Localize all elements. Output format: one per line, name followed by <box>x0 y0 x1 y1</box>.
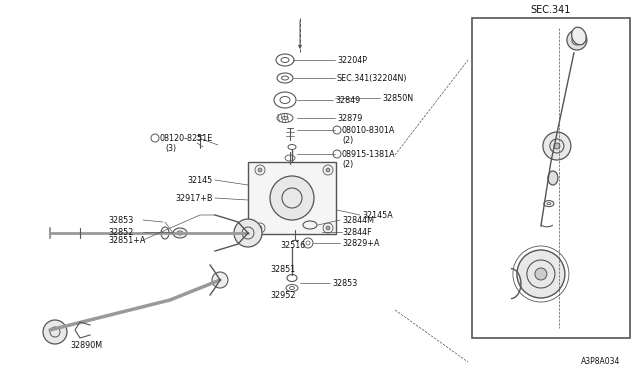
Text: 32879: 32879 <box>337 113 362 122</box>
Text: 32844M: 32844M <box>342 215 374 224</box>
Text: (3): (3) <box>165 144 176 153</box>
Text: 32853: 32853 <box>332 279 357 288</box>
Circle shape <box>554 143 560 149</box>
Ellipse shape <box>173 228 187 238</box>
Circle shape <box>326 168 330 172</box>
Text: (2): (2) <box>342 135 353 144</box>
Circle shape <box>270 176 314 220</box>
Circle shape <box>326 226 330 230</box>
Circle shape <box>258 226 262 230</box>
Text: (2): (2) <box>342 160 353 169</box>
Text: 32853: 32853 <box>108 215 133 224</box>
Text: 32852: 32852 <box>108 228 133 237</box>
Circle shape <box>517 250 565 298</box>
Text: 32890M: 32890M <box>70 340 102 350</box>
Text: 08010-8301A: 08010-8301A <box>342 125 396 135</box>
Text: 32145: 32145 <box>188 176 213 185</box>
Text: 08120-8251E: 08120-8251E <box>160 134 213 142</box>
Bar <box>472 18 630 338</box>
Text: 32850N: 32850N <box>382 93 413 103</box>
Circle shape <box>234 219 262 247</box>
Text: 32851+A: 32851+A <box>108 235 145 244</box>
Text: 32849: 32849 <box>335 96 360 105</box>
Text: SEC.341(32204N): SEC.341(32204N) <box>337 74 408 83</box>
Circle shape <box>43 320 67 344</box>
Text: 32516: 32516 <box>280 241 305 250</box>
Text: 32851: 32851 <box>270 266 295 275</box>
Bar <box>248 162 336 234</box>
Circle shape <box>535 268 547 280</box>
Circle shape <box>212 272 228 288</box>
Text: 32952: 32952 <box>270 291 296 299</box>
Ellipse shape <box>548 171 558 185</box>
Text: A3P8A034: A3P8A034 <box>580 357 620 366</box>
Text: 32844F: 32844F <box>342 228 372 237</box>
Circle shape <box>543 132 571 160</box>
Text: 32145A: 32145A <box>362 211 393 219</box>
Text: 32204P: 32204P <box>337 55 367 64</box>
Text: 32917+B: 32917+B <box>175 193 213 202</box>
Circle shape <box>258 168 262 172</box>
Text: 08915-1381A: 08915-1381A <box>342 150 396 158</box>
Circle shape <box>567 30 587 50</box>
Ellipse shape <box>572 27 586 45</box>
Text: 32829+A: 32829+A <box>342 238 380 247</box>
Text: SEC.341: SEC.341 <box>531 5 571 15</box>
